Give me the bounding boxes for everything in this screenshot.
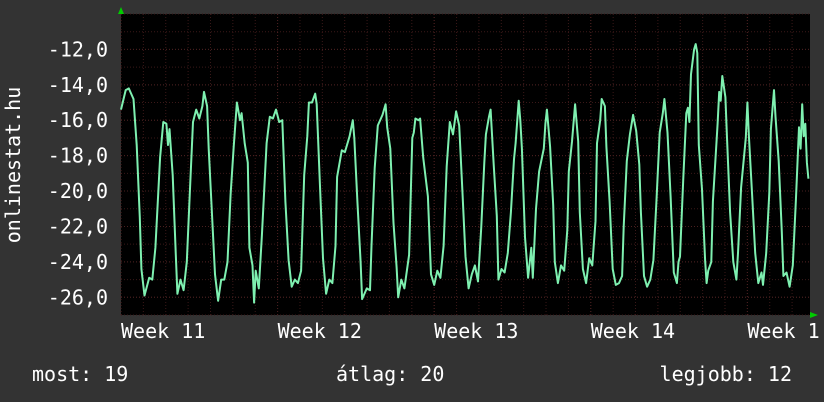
y-axis-label: onlinestat.hu: [1, 87, 25, 244]
current-value: most: 19: [32, 362, 129, 386]
y-tick-label: -20,0: [48, 179, 108, 203]
y-tick-label: -22,0: [48, 214, 108, 238]
x-tick-label: Week 1: [747, 319, 819, 343]
x-tick-label: Week 11: [121, 319, 205, 343]
y-tick-label: -18,0: [48, 144, 108, 168]
y-axis-arrow: [118, 7, 124, 14]
x-tick-label: Week 14: [591, 319, 675, 343]
y-tick-label: -12,0: [48, 37, 108, 61]
x-tick-label: Week 13: [434, 319, 518, 343]
y-tick-label: -16,0: [48, 108, 108, 132]
x-axis-arrow: [810, 312, 818, 318]
x-tick-label: Week 12: [278, 319, 362, 343]
series-line: [120, 43, 810, 304]
x-tick-labels: Week 11 Week 12 Week 13 Week 14 Week 1: [121, 319, 820, 343]
y-tick-label: -24,0: [48, 250, 108, 274]
y-tick-label: -26,0: [48, 285, 108, 309]
best-value: legjobb: 12: [659, 362, 792, 386]
average-value: átlag: 20: [336, 362, 445, 386]
y-tick-labels: -12,0 -14,0 -16,0 -18,0 -20,0 -22,0 -24,0 -26,0: [48, 37, 108, 309]
y-tick-label: -14,0: [48, 73, 108, 97]
